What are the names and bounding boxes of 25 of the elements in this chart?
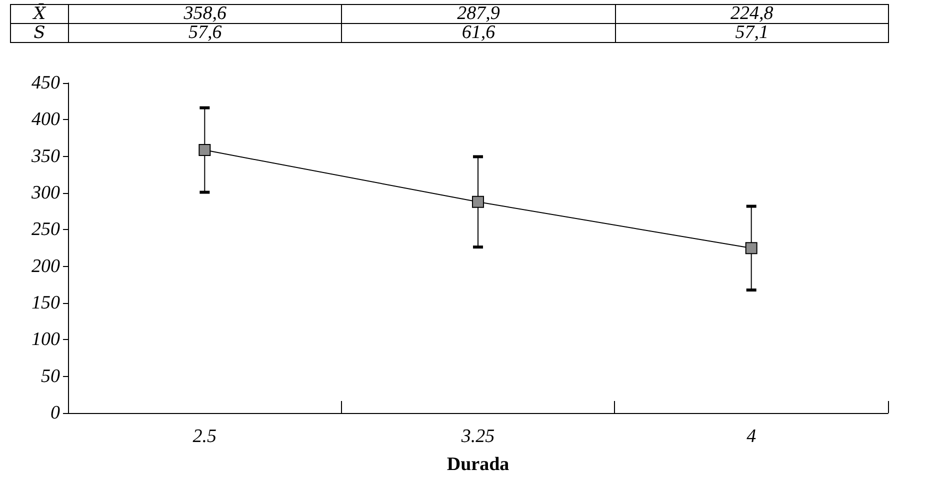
y-tick-label: 300: [30, 182, 60, 204]
text: 57,1: [615, 22, 888, 43]
x-tick-label: 2.5: [192, 426, 217, 447]
x-tick-label: 4: [746, 426, 757, 447]
point: [198, 144, 211, 156]
text: X̄: [10, 4, 68, 24]
y-tick-label: 250: [32, 219, 60, 240]
y-tick-label: 50: [41, 366, 60, 387]
y-tick-label: 400: [32, 109, 60, 130]
y-tick-label: 0: [50, 402, 60, 424]
data-label: 287,9: [342, 3, 616, 24]
y-tick-label: 350: [30, 146, 60, 167]
data-label: 224,8: [615, 3, 888, 24]
x-tick-label: 3.25: [460, 426, 495, 447]
point: [472, 196, 484, 208]
y-tick-label: 450: [32, 72, 60, 94]
text: 57,6: [68, 22, 342, 43]
data-label: 358,6: [68, 3, 342, 24]
point: [745, 242, 758, 254]
y-tick-label: 200: [32, 256, 60, 277]
x-axis-title: Durada: [446, 454, 510, 475]
y-tick-label: 100: [32, 329, 60, 350]
text: 61,6: [342, 22, 616, 43]
text: S: [10, 23, 68, 43]
y-tick-label: 150: [32, 292, 60, 314]
